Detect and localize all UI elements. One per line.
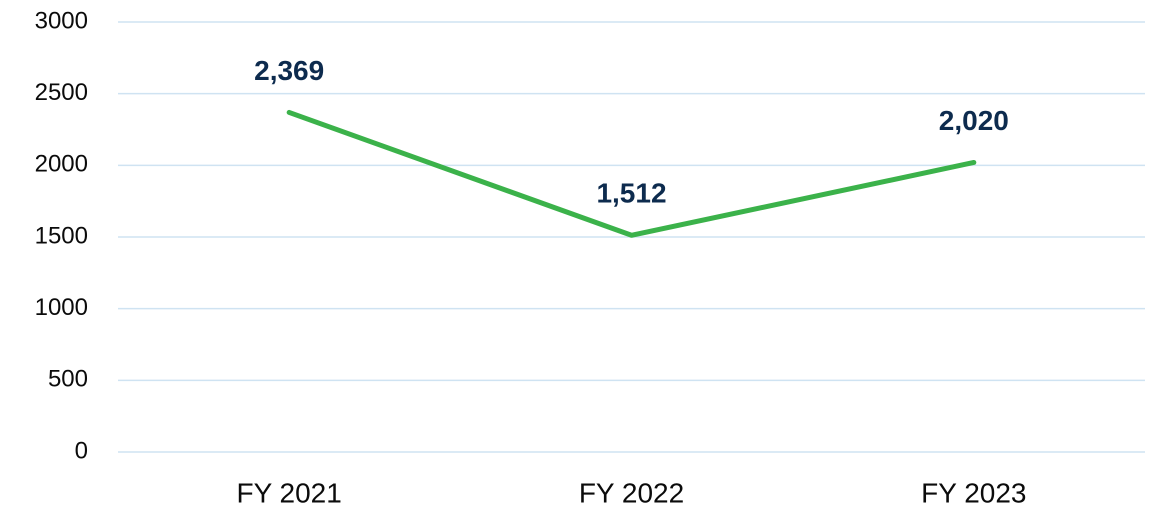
y-tick-label: 2000 — [35, 151, 88, 178]
data-label: 2,020 — [939, 105, 1009, 136]
y-tick-label: 0 — [75, 437, 88, 464]
y-tick-label: 1500 — [35, 222, 88, 249]
y-tick-label: 2500 — [35, 79, 88, 106]
y-tick-label: 500 — [48, 366, 88, 393]
x-tick-label: FY 2023 — [921, 477, 1026, 508]
x-tick-label: FY 2021 — [236, 477, 341, 508]
y-tick-label: 1000 — [35, 294, 88, 321]
data-label: 2,369 — [254, 55, 324, 86]
x-tick-label: FY 2022 — [579, 477, 684, 508]
line — [286, 109, 977, 238]
data-label: 1,512 — [596, 178, 666, 209]
y-tick-label: 3000 — [35, 7, 88, 34]
